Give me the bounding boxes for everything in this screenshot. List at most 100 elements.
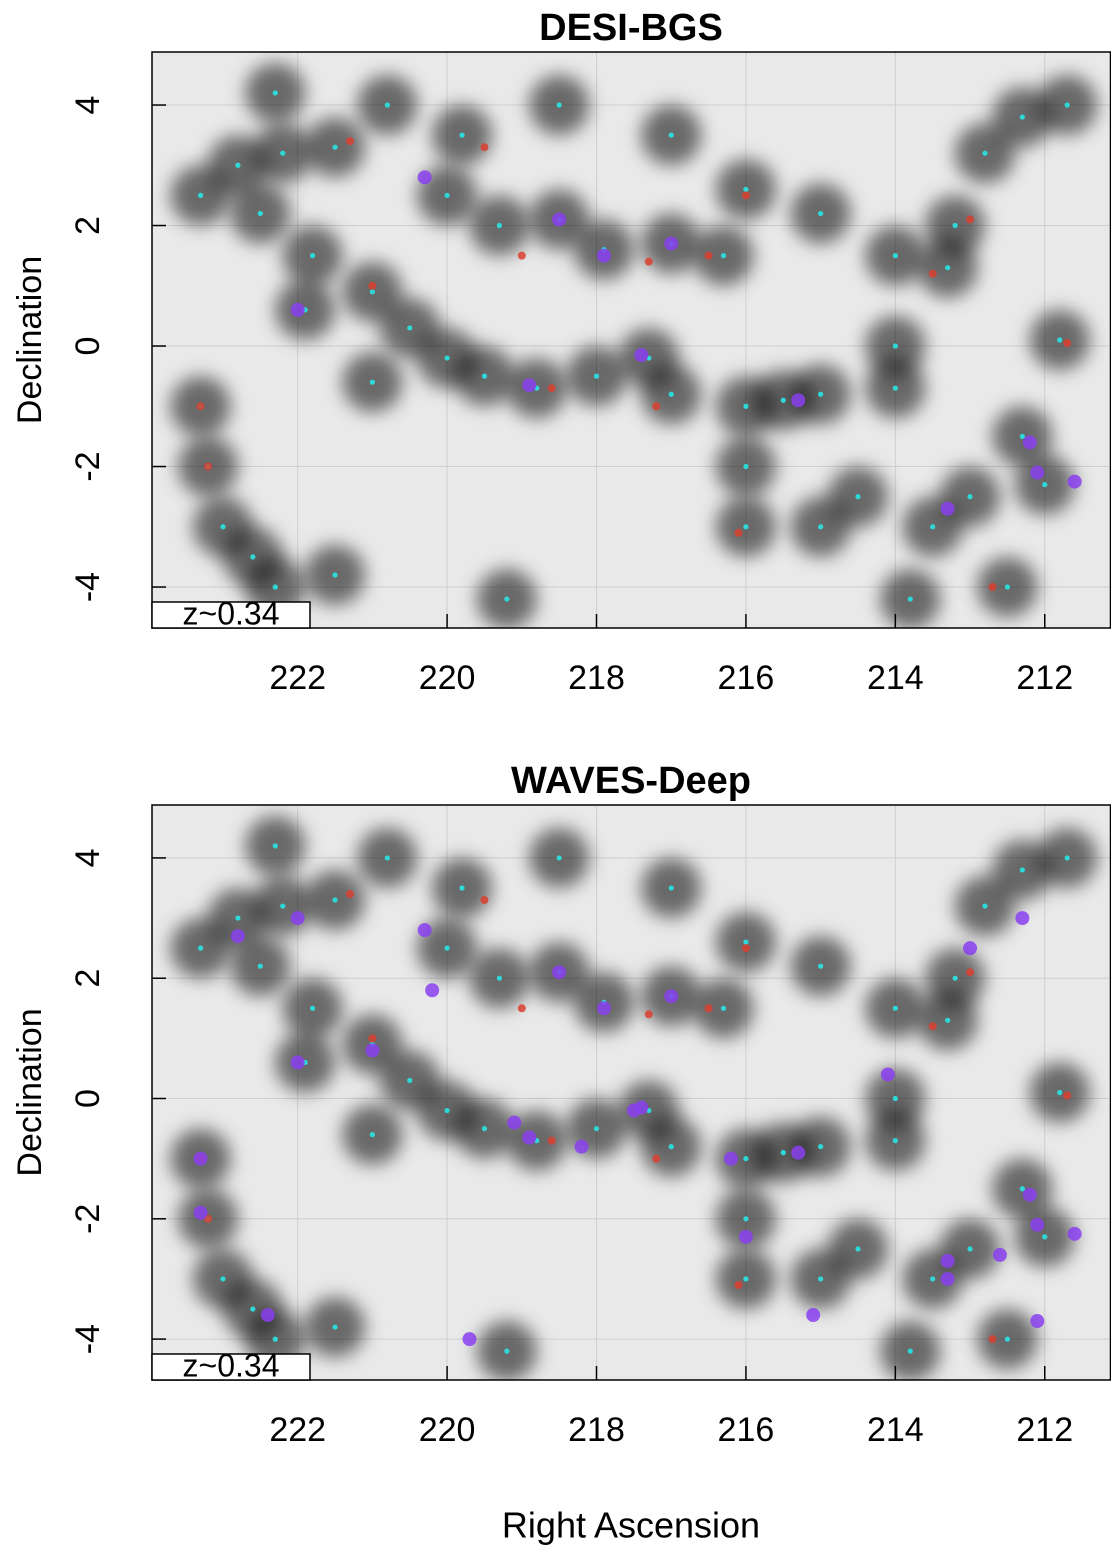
plot-area xyxy=(152,52,1110,628)
galaxy-point xyxy=(332,1324,338,1330)
galaxy-point xyxy=(250,1306,256,1312)
galaxy-point xyxy=(664,236,679,251)
annotation: z~0.34 xyxy=(183,1347,280,1383)
galaxy-point xyxy=(1030,1217,1045,1232)
galaxy-point xyxy=(930,1276,936,1282)
galaxy-point xyxy=(743,1216,749,1222)
galaxy-point xyxy=(720,253,727,259)
galaxy-point xyxy=(368,1034,377,1043)
galaxy-point xyxy=(855,494,861,500)
y-tick-label: 2 xyxy=(69,969,107,988)
galaxy-point xyxy=(945,1017,951,1023)
galaxy-point xyxy=(596,1001,611,1016)
galaxy-point xyxy=(193,1205,208,1220)
galaxy-point xyxy=(928,269,937,278)
galaxy-point xyxy=(966,215,975,224)
galaxy-point xyxy=(365,1043,380,1058)
galaxy-point xyxy=(720,1005,727,1011)
galaxy-point xyxy=(967,494,973,500)
chart-title: DESI-BGS xyxy=(539,7,723,49)
galaxy-point xyxy=(1057,1089,1063,1096)
galaxy-point xyxy=(462,1332,477,1347)
galaxy-point xyxy=(967,1246,973,1252)
galaxy-point xyxy=(504,596,510,602)
galaxy-point xyxy=(480,143,489,152)
galaxy-point xyxy=(880,1067,895,1082)
galaxy-point xyxy=(652,402,661,411)
galaxy-point xyxy=(1019,433,1025,440)
galaxy-point xyxy=(634,348,649,363)
galaxy-point xyxy=(668,391,674,397)
galaxy-point xyxy=(928,1022,937,1031)
galaxy-point xyxy=(547,1136,556,1145)
galaxy-point xyxy=(369,379,375,385)
galaxy-point xyxy=(806,1308,821,1323)
galaxy-point xyxy=(369,289,375,295)
galaxy-point xyxy=(892,343,898,349)
galaxy-point xyxy=(791,393,806,408)
galaxy-point xyxy=(626,1103,641,1118)
galaxy-point xyxy=(407,1077,413,1084)
galaxy-point xyxy=(734,1280,743,1289)
galaxy-point xyxy=(220,1276,226,1282)
galaxy-point xyxy=(522,378,537,393)
galaxy-point xyxy=(332,897,338,903)
galaxy-point xyxy=(257,963,263,969)
x-tick-label: 216 xyxy=(718,1411,775,1449)
x-tick-label: 214 xyxy=(867,1411,924,1449)
galaxy-point xyxy=(704,1004,713,1013)
annotation-box xyxy=(151,1353,311,1381)
galaxy-point xyxy=(743,403,749,409)
galaxy-point xyxy=(407,325,413,331)
galaxy-point xyxy=(1064,102,1070,108)
galaxy-point xyxy=(517,251,526,260)
galaxy-point xyxy=(260,1308,275,1323)
galaxy-point xyxy=(930,524,936,530)
galaxy-point xyxy=(945,265,951,271)
galaxy-point xyxy=(425,983,440,998)
galaxy-point xyxy=(345,890,354,899)
galaxy-point xyxy=(272,1336,278,1342)
y-tick-label: -2 xyxy=(69,1204,107,1234)
galaxy-point xyxy=(332,572,338,578)
galaxy-point xyxy=(444,945,450,951)
galaxy-point xyxy=(1004,584,1011,590)
galaxy-point xyxy=(743,463,749,470)
galaxy-point xyxy=(1022,435,1037,450)
galaxy-point xyxy=(417,923,432,938)
galaxy-point xyxy=(272,843,278,849)
galaxy-point xyxy=(907,596,913,602)
galaxy-point xyxy=(855,1246,861,1252)
galaxy-point xyxy=(952,222,958,229)
galaxy-point xyxy=(480,896,489,905)
galaxy-point xyxy=(345,137,354,146)
galaxy-point xyxy=(892,1138,898,1144)
galaxy-point xyxy=(1030,1314,1045,1329)
galaxy-point xyxy=(723,1151,738,1166)
galaxy-point xyxy=(818,1144,824,1150)
galaxy-point xyxy=(369,1132,375,1138)
galaxy-point xyxy=(1057,337,1063,343)
x-tick-label: 218 xyxy=(568,1411,625,1449)
y-tick-label: -4 xyxy=(69,572,107,602)
galaxy-point xyxy=(668,1144,674,1150)
plot-area xyxy=(152,805,1110,1380)
galaxy-point xyxy=(290,911,305,926)
galaxy-point xyxy=(481,373,488,379)
galaxy-point xyxy=(1064,855,1070,861)
galaxy-point xyxy=(992,1247,1007,1262)
galaxy-point xyxy=(1063,339,1072,348)
galaxy-point xyxy=(272,90,278,96)
galaxy-point xyxy=(290,1055,305,1070)
x-tick-label: 222 xyxy=(269,1411,326,1449)
galaxy-point xyxy=(459,885,465,891)
galaxy-point xyxy=(966,968,975,977)
galaxy-point xyxy=(818,963,824,969)
galaxy-point xyxy=(1022,1187,1037,1202)
galaxy-point xyxy=(741,944,750,953)
galaxy-point xyxy=(988,583,997,592)
y-tick-label: -4 xyxy=(69,1324,107,1354)
galaxy-point xyxy=(552,212,567,227)
galaxy-point xyxy=(384,855,390,861)
